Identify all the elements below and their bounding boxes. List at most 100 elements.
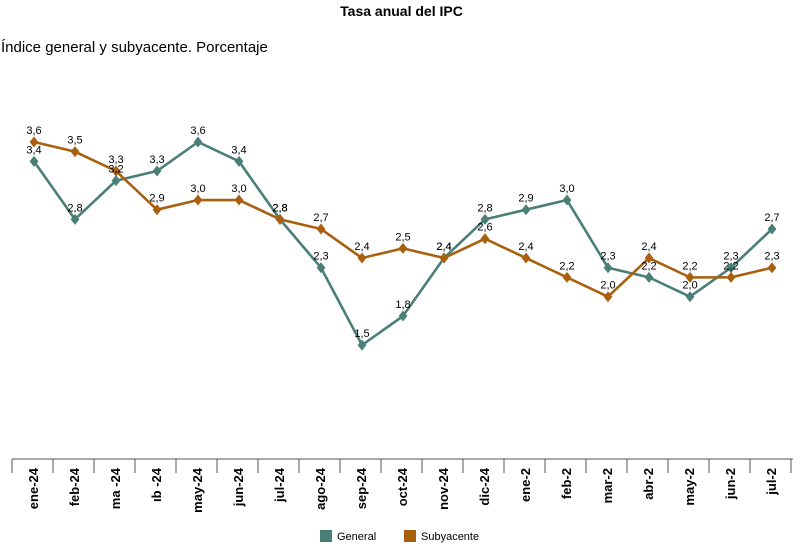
data-point xyxy=(275,213,285,225)
data-label: 2,4 xyxy=(641,241,656,253)
data-point xyxy=(316,262,326,274)
data-label: 2,4 xyxy=(354,241,369,253)
data-point xyxy=(398,310,408,322)
data-label: 2,6 xyxy=(477,222,492,234)
chart-subtitle: Índice general y subyacente. Porcentaje xyxy=(1,39,268,56)
data-label: 2,8 xyxy=(477,202,492,214)
data-label: 1,8 xyxy=(395,299,410,311)
legend-label: Subyacente xyxy=(421,531,479,543)
data-point xyxy=(644,252,654,264)
data-point xyxy=(193,136,203,148)
legend-label: General xyxy=(337,531,376,543)
x-tick-label: may-24 xyxy=(190,467,205,513)
data-point xyxy=(439,252,449,264)
x-tick-label: mar-2 xyxy=(600,468,615,503)
x-tick-label: ıb -24 xyxy=(149,467,164,502)
data-point xyxy=(29,136,39,148)
x-tick-label: sep-24 xyxy=(354,467,369,509)
data-label: 3,3 xyxy=(149,154,164,166)
x-tick-label: feb-2 xyxy=(559,468,574,499)
x-tick-label: oct-24 xyxy=(395,467,410,506)
data-point xyxy=(521,252,531,264)
x-tick-label: dic-24 xyxy=(477,467,492,505)
data-point xyxy=(111,175,121,187)
series-markers xyxy=(29,136,777,351)
data-point xyxy=(603,291,613,303)
data-point xyxy=(193,194,203,206)
data-label: 2,7 xyxy=(313,212,328,224)
x-tick-label: ene-24 xyxy=(26,467,41,509)
data-point xyxy=(234,194,244,206)
data-point xyxy=(152,165,162,177)
data-label: 3,4 xyxy=(231,144,246,156)
data-point xyxy=(767,262,777,274)
data-label: 2,8 xyxy=(272,202,287,214)
data-label: 3,0 xyxy=(559,183,574,195)
data-label: 3,3 xyxy=(108,154,123,166)
data-label: 2,3 xyxy=(723,251,738,263)
x-tick-label: ene-2 xyxy=(518,468,533,502)
data-point xyxy=(398,242,408,254)
x-tick-label: jul-24 xyxy=(272,467,287,503)
data-label: 2,2 xyxy=(559,260,574,272)
x-tick-label: nov-24 xyxy=(436,467,451,510)
data-point xyxy=(480,233,490,245)
data-label: 2,3 xyxy=(764,251,779,263)
data-label: 2,9 xyxy=(149,193,164,205)
data-point xyxy=(29,155,39,167)
data-point xyxy=(603,262,613,274)
chart-title: Tasa anual del IPC xyxy=(340,3,463,19)
x-tick-label: jun-2 xyxy=(723,468,738,500)
x-tick-label: jun-24 xyxy=(231,467,246,507)
data-label: 2,4 xyxy=(436,241,451,253)
data-point xyxy=(70,146,80,158)
data-label: 2,3 xyxy=(313,251,328,263)
data-label: 2,0 xyxy=(682,280,697,292)
legend: General Subyacente xyxy=(320,530,479,543)
data-label: 2,2 xyxy=(641,260,656,272)
data-label: 2,8 xyxy=(272,202,287,214)
x-axis: ene-24 feb-24 ma -24 ıb -24 may-24 jun-24 jul-… xyxy=(11,458,793,513)
data-point xyxy=(480,213,490,225)
series-line-subyacente xyxy=(33,140,773,299)
data-point xyxy=(562,271,572,283)
data-point xyxy=(726,271,736,283)
data-label: 3,0 xyxy=(231,183,246,195)
data-point xyxy=(111,165,121,177)
x-tick-label: jul-2 xyxy=(764,468,779,496)
data-label: 3,4 xyxy=(26,144,41,156)
data-label: 2,4 xyxy=(436,241,451,253)
data-point xyxy=(644,271,654,283)
data-label: 2,4 xyxy=(518,241,533,253)
data-label: 1,5 xyxy=(354,328,369,340)
data-label: 3,2 xyxy=(108,164,123,176)
data-point xyxy=(562,194,572,206)
data-labels: 3,42,83,23,33,63,42,82,31,51,82,42,82,93… xyxy=(26,125,779,340)
data-point xyxy=(685,271,695,283)
x-tick-label: abr-2 xyxy=(641,468,656,500)
data-point xyxy=(357,339,367,351)
data-point xyxy=(316,223,326,235)
data-label: 2,8 xyxy=(67,202,82,214)
data-label: 3,5 xyxy=(67,135,82,147)
data-label: 2,9 xyxy=(518,193,533,205)
x-tick-label: may-2 xyxy=(682,468,697,506)
data-label: 2,3 xyxy=(600,251,615,263)
data-point xyxy=(70,213,80,225)
data-label: 2,2 xyxy=(682,260,697,272)
data-label: 2,2 xyxy=(723,260,738,272)
data-label: 2,0 xyxy=(600,280,615,292)
data-point xyxy=(521,204,531,216)
data-point xyxy=(357,252,367,264)
x-tick-label: ma -24 xyxy=(108,467,123,509)
x-tick-label: feb-24 xyxy=(67,467,82,506)
data-point xyxy=(726,262,736,274)
data-point xyxy=(234,155,244,167)
x-tick-label: ago-24 xyxy=(313,467,328,510)
data-label: 2,7 xyxy=(764,212,779,224)
data-label: 3,0 xyxy=(190,183,205,195)
data-point xyxy=(685,291,695,303)
data-point xyxy=(152,204,162,216)
legend-swatch xyxy=(404,530,416,542)
